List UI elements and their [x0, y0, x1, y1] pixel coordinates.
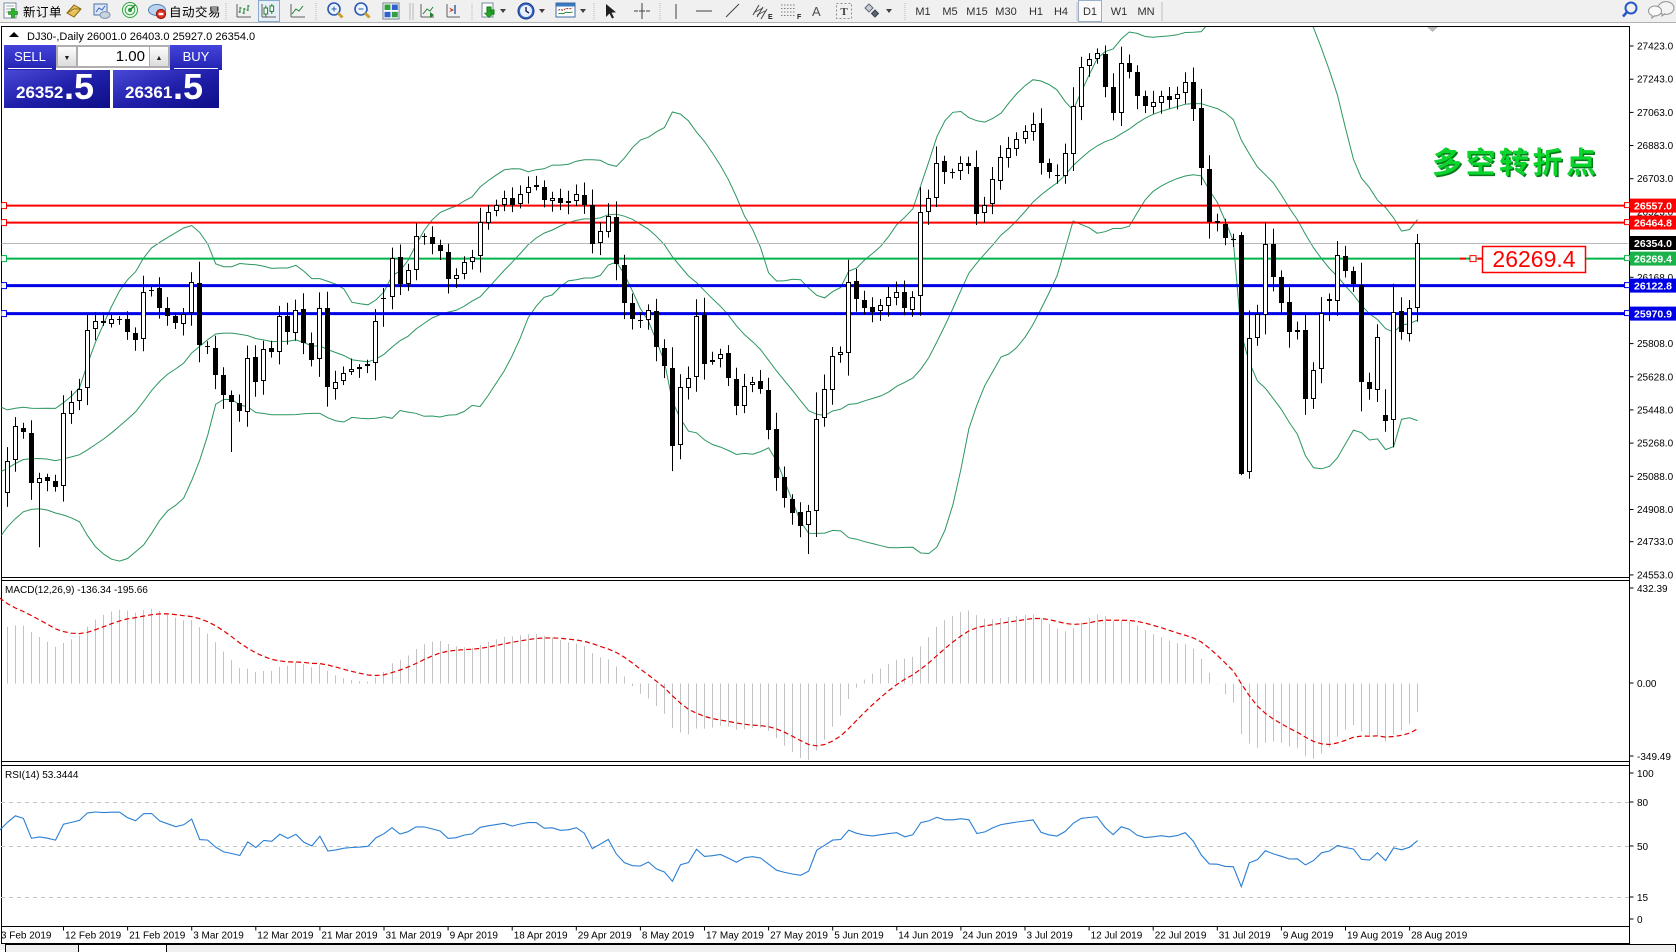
svg-text:21 Mar 2019: 21 Mar 2019	[321, 931, 378, 942]
svg-text:25808.0: 25808.0	[1637, 339, 1674, 350]
svg-text:0: 0	[1637, 915, 1643, 926]
svg-text:29 Apr 2019: 29 Apr 2019	[578, 931, 632, 942]
svg-text:W1: W1	[1111, 6, 1128, 18]
svg-text:25088.0: 25088.0	[1637, 472, 1674, 483]
svg-text:M5: M5	[942, 6, 957, 18]
svg-text:T: T	[840, 6, 848, 18]
svg-text:RSI(14) 53.3444: RSI(14) 53.3444	[5, 770, 79, 781]
svg-text:25628.0: 25628.0	[1637, 372, 1674, 383]
svg-text:26354.0: 26354.0	[1634, 238, 1672, 250]
svg-text:27243.0: 27243.0	[1637, 75, 1674, 86]
svg-text:3 Jul 2019: 3 Jul 2019	[1027, 931, 1074, 942]
svg-text:M1: M1	[915, 6, 930, 18]
svg-text:80: 80	[1637, 798, 1649, 809]
svg-text:F: F	[797, 14, 802, 21]
svg-text:26122.8: 26122.8	[1634, 281, 1672, 293]
svg-text:28 Aug 2019: 28 Aug 2019	[1411, 931, 1468, 942]
svg-text:24553.0: 24553.0	[1637, 570, 1674, 581]
svg-text:14 Jun 2019: 14 Jun 2019	[898, 931, 953, 942]
svg-text:5 Jun 2019: 5 Jun 2019	[834, 931, 884, 942]
svg-text:100: 100	[1637, 769, 1654, 780]
svg-text:26557.0: 26557.0	[1634, 201, 1672, 213]
svg-text:3 Feb 2019: 3 Feb 2019	[1, 931, 52, 942]
svg-text:26269.4: 26269.4	[1492, 246, 1575, 272]
svg-text:12 Feb 2019: 12 Feb 2019	[65, 931, 122, 942]
svg-text:27 May 2019: 27 May 2019	[770, 931, 828, 942]
svg-text:12 Mar 2019: 12 Mar 2019	[257, 931, 314, 942]
svg-text:9 Apr 2019: 9 Apr 2019	[450, 931, 499, 942]
svg-text:26523.0: 26523.0	[1637, 207, 1674, 218]
svg-text:25268.0: 25268.0	[1637, 439, 1674, 450]
svg-text:H4: H4	[1054, 6, 1068, 18]
svg-text:31 Jul 2019: 31 Jul 2019	[1219, 931, 1271, 942]
svg-text:MACD(12,26,9) -136.34 -195.66: MACD(12,26,9) -136.34 -195.66	[5, 585, 148, 596]
svg-text:21 Feb 2019: 21 Feb 2019	[129, 931, 186, 942]
svg-text:18 Apr 2019: 18 Apr 2019	[514, 931, 568, 942]
svg-text:26269.4: 26269.4	[1634, 254, 1672, 266]
svg-text:3 Mar 2019: 3 Mar 2019	[193, 931, 244, 942]
svg-text:-349.49: -349.49	[1637, 752, 1671, 763]
svg-text:27063.0: 27063.0	[1637, 108, 1674, 119]
svg-text:26703.0: 26703.0	[1637, 174, 1674, 185]
svg-text:15: 15	[1637, 893, 1649, 904]
svg-text:432.39: 432.39	[1637, 584, 1668, 595]
svg-text:26883.0: 26883.0	[1637, 141, 1674, 152]
svg-text:M15: M15	[966, 6, 987, 18]
svg-text:31 Mar 2019: 31 Mar 2019	[386, 931, 443, 942]
svg-text:9 Aug 2019: 9 Aug 2019	[1283, 931, 1334, 942]
svg-text:50: 50	[1637, 842, 1649, 853]
svg-text:24733.0: 24733.0	[1637, 537, 1674, 548]
svg-text:A: A	[812, 4, 821, 19]
svg-text:25970.9: 25970.9	[1634, 309, 1672, 321]
svg-text:19 Aug 2019: 19 Aug 2019	[1347, 931, 1404, 942]
svg-text:DJ30-,Daily 26001.0 26403.0 2: DJ30-,Daily 26001.0 26403.0 25927.0 2635…	[27, 31, 255, 43]
svg-text:D1: D1	[1083, 6, 1097, 18]
svg-text:26168.0: 26168.0	[1637, 273, 1674, 284]
svg-text:24908.0: 24908.0	[1637, 505, 1674, 516]
svg-text:26464.8: 26464.8	[1634, 218, 1672, 230]
svg-text:27423.0: 27423.0	[1637, 42, 1674, 53]
svg-text:0.00: 0.00	[1637, 679, 1657, 690]
svg-text:H1: H1	[1029, 6, 1043, 18]
svg-text:MN: MN	[1137, 6, 1154, 18]
svg-text:24 Jun 2019: 24 Jun 2019	[962, 931, 1017, 942]
svg-text:M30: M30	[995, 6, 1016, 18]
svg-text:22 Jul 2019: 22 Jul 2019	[1155, 931, 1207, 942]
svg-text:25448.0: 25448.0	[1637, 405, 1674, 416]
svg-text:8 May 2019: 8 May 2019	[642, 931, 695, 942]
svg-text:17 May 2019: 17 May 2019	[706, 931, 764, 942]
svg-text:E: E	[768, 14, 773, 21]
svg-text:12 Jul 2019: 12 Jul 2019	[1091, 931, 1143, 942]
